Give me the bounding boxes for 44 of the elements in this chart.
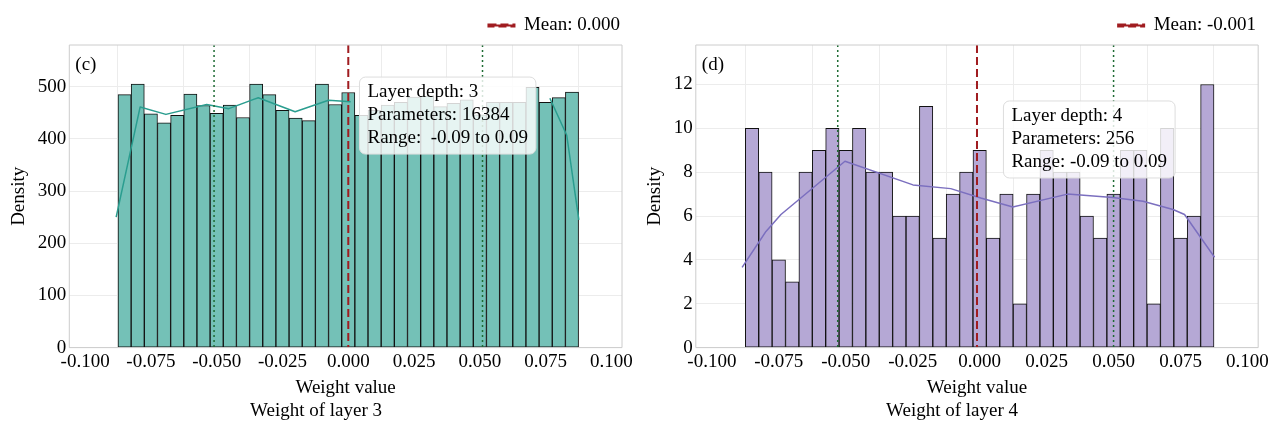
x-tick-label: 0.050 (1092, 349, 1135, 371)
y-tick-label: 6 (683, 204, 693, 226)
y-tick-label: 10 (673, 116, 693, 138)
annotation: (c) (75, 52, 97, 75)
y-tick-label: 12 (673, 72, 693, 94)
x-tick-label: 0.000 (326, 349, 370, 371)
annotation: Layer depth: 4 (1011, 103, 1123, 125)
y-tick-label: 400 (37, 126, 67, 148)
x-tick-label: -0.025 (888, 349, 938, 371)
text: Weight of layer 4 (886, 398, 1019, 420)
y-axis-title: Density (7, 166, 29, 226)
x-tick-label: 0.100 (590, 349, 633, 371)
x-tick-label: 0.075 (1159, 349, 1202, 371)
x-tick-label: 0.025 (392, 349, 436, 371)
annotation: Layer depth: 3 (367, 80, 479, 102)
x-tick-label: -0.075 (126, 349, 176, 371)
x-axis-title: Weight value (295, 375, 396, 397)
x-axis-title: Weight value (926, 375, 1028, 397)
annotation: (d) (701, 52, 724, 75)
annotation: Parameters: 256 (1011, 126, 1135, 148)
y-tick-label: 8 (683, 160, 693, 182)
y-tick-label: 200 (37, 231, 67, 253)
y-axis-title: Density (643, 166, 665, 226)
y-tick-label: 0 (683, 335, 693, 357)
x-tick-label: -0.050 (821, 349, 871, 371)
y-tick-label: 500 (37, 74, 67, 96)
y-tick-label: 2 (683, 291, 693, 313)
x-tick-label: 0.000 (958, 349, 1002, 371)
x-tick-label: -0.025 (257, 349, 308, 371)
x-tick-label: 0.100 (1226, 349, 1269, 371)
legend-label: Mean: 0.000 (523, 13, 621, 35)
y-tick-label: 300 (37, 179, 67, 201)
y-tick-label: 100 (37, 283, 67, 305)
legend-label: Mean: -0.001 (1153, 13, 1257, 35)
annotation: Range: -0.09 to 0.09 (367, 126, 528, 148)
x-tick-label: 0.050 (458, 349, 502, 371)
x-tick-label: 0.025 (1025, 349, 1068, 371)
x-tick-label: 0.075 (524, 349, 568, 371)
annotation: Range: -0.09 to 0.09 (1011, 149, 1168, 171)
y-tick-label: 4 (683, 247, 694, 269)
text: Weight of layer 3 (250, 398, 382, 420)
annotation: Parameters: 16384 (367, 103, 510, 125)
x-tick-label: -0.075 (754, 349, 804, 371)
x-tick-label: -0.050 (192, 349, 242, 371)
